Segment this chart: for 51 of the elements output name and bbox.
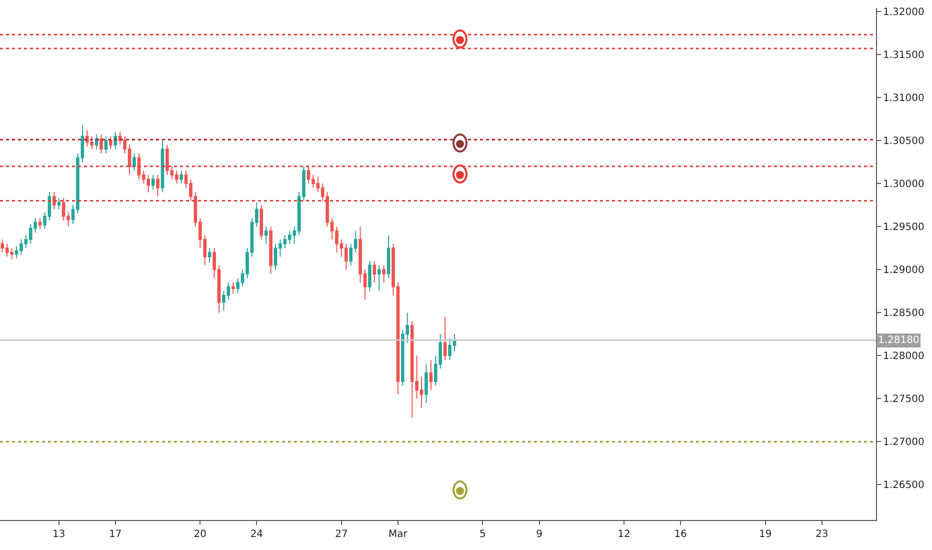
y-tick-label: 1.26500 (883, 480, 924, 492)
candlestick (260, 204, 264, 240)
candlestick (424, 364, 428, 404)
x-tick-label: 16 (674, 529, 687, 540)
candlestick (109, 136, 112, 150)
y-tick-label: 1.27000 (883, 437, 924, 448)
y-tick-label: 1.31000 (883, 92, 924, 104)
x-tick-label: 27 (335, 529, 348, 540)
x-tick-label: 13 (52, 529, 66, 540)
y-tick-label: 1.30000 (883, 179, 924, 190)
candlestick (151, 174, 155, 190)
x-tick-label: 19 (758, 529, 772, 540)
candlestick (0, 238, 4, 253)
y-tick-label: 1.28000 (883, 351, 924, 362)
x-tick-label: 12 (618, 529, 630, 540)
candlestick (208, 248, 212, 264)
candlestick (38, 217, 42, 230)
candlestick (52, 192, 56, 210)
x-tick-label: 5 (480, 529, 486, 540)
y-tick-label: 1.29500 (883, 222, 924, 234)
candlestick (377, 264, 381, 292)
x-tick-label: 24 (250, 529, 264, 540)
candlestick (382, 264, 386, 283)
x-tick-label: 20 (194, 529, 207, 540)
candlestick (160, 140, 164, 193)
y-tick-label: 1.32000 (883, 6, 924, 18)
candlestick (104, 136, 108, 154)
y-tick-label: 1.27500 (883, 394, 924, 406)
x-tick-label: 9 (536, 529, 542, 540)
candlestick (386, 234, 390, 279)
candlestick (57, 198, 61, 210)
candlestick (429, 359, 433, 391)
y-tick-label: 1.31500 (883, 50, 924, 61)
y-tick-label: 1.28500 (883, 308, 924, 320)
candlestick (156, 174, 160, 197)
candlestick (231, 282, 235, 294)
candlestick (443, 316, 447, 360)
candlestick (372, 260, 376, 283)
y-tick-label: 1.30500 (883, 136, 924, 148)
x-tick-label: Mar (388, 529, 408, 540)
candlestick (100, 134, 103, 154)
candlestick (264, 226, 268, 244)
candlestick (180, 170, 183, 184)
x-tick-label: 17 (109, 529, 122, 540)
y-tick-label: 1.29000 (883, 265, 924, 276)
candlestick (174, 170, 178, 184)
candlestick (368, 260, 372, 292)
ref-line-label: 1.28180 (878, 335, 920, 346)
candlestick (132, 152, 136, 172)
candlestick (269, 226, 272, 274)
x-tick-label: 23 (815, 529, 828, 540)
